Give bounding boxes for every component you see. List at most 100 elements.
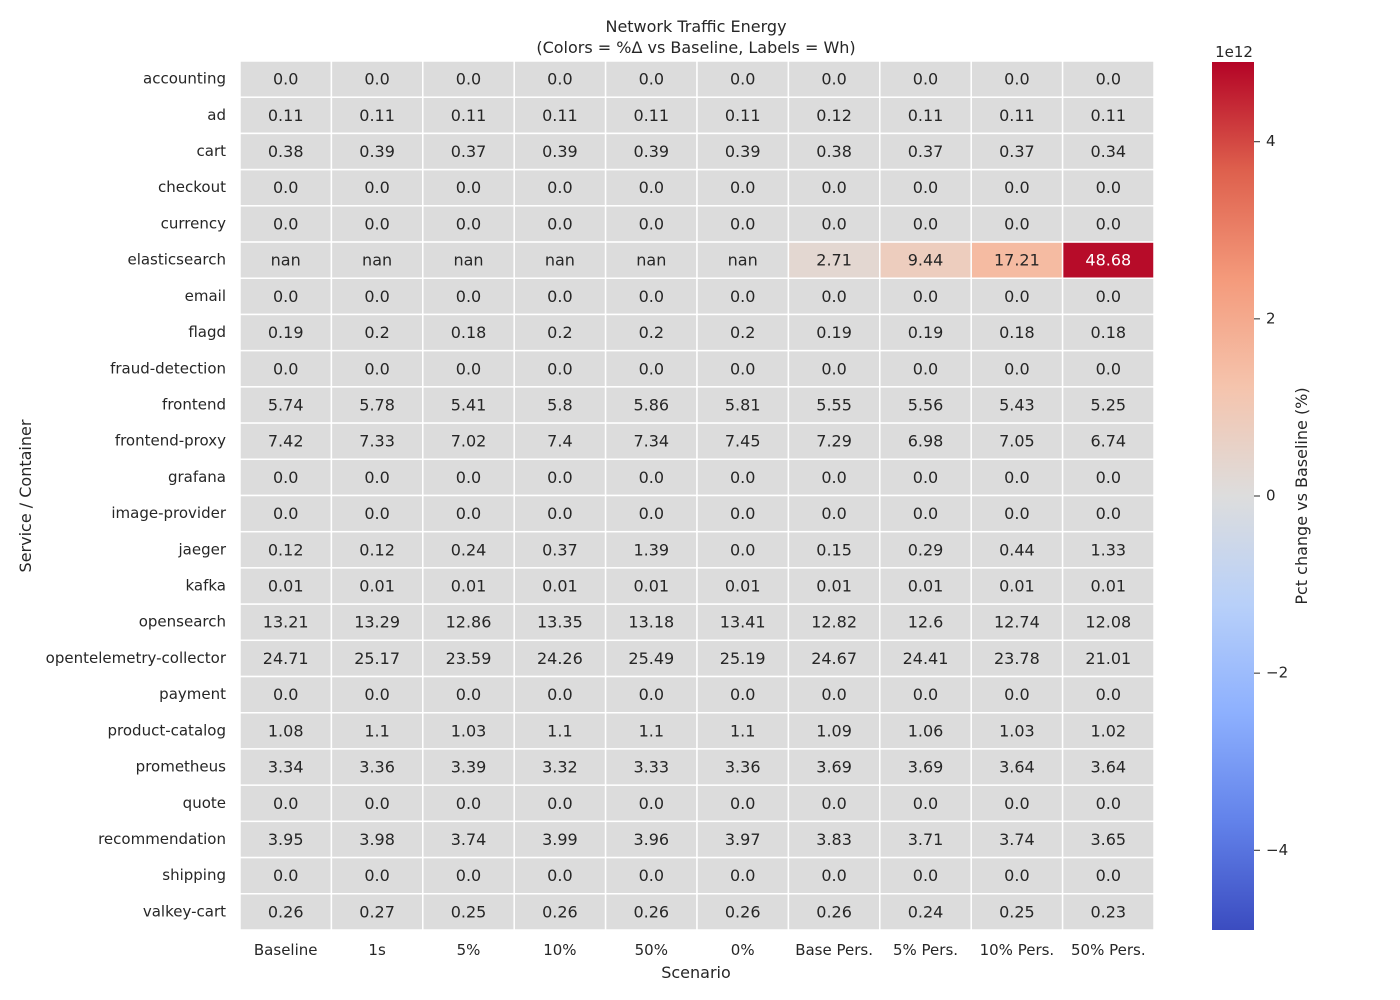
cell-label-elasticsearch-0: nan [271,251,301,270]
cell-label-currency-2: 0.0 [456,214,481,233]
cell-label-email-8: 0.0 [1004,287,1029,306]
cell-label-opensearch-7: 12.6 [908,613,944,632]
cell-label-image-provider-6: 0.0 [821,504,846,523]
cell-label-opensearch-9: 12.08 [1085,613,1131,632]
cell-label-grafana-5: 0.0 [730,468,755,487]
cell-label-valkey-cart-9: 0.23 [1090,902,1126,921]
cell-label-frontend-6: 5.55 [816,395,852,414]
cell-label-opensearch-3: 13.35 [537,613,583,632]
heatmap-cell-jaeger-3 [513,530,607,569]
heatmap-cell-frontend-9 [1061,386,1155,424]
cell-label-flagd-9: 0.18 [1090,323,1126,342]
cell-label-shipping-5: 0.0 [730,866,755,885]
cell-label-frontend-proxy-2: 7.02 [451,432,487,451]
heatmap-cell-currency-9 [1061,205,1155,243]
heatmap-cell-kafka-1 [330,567,424,605]
heatmap-cell-ad-7 [879,96,972,135]
row-label-product-catalog: product-catalog [108,721,226,739]
heatmap-cell-email-3 [513,277,607,316]
cell-label-opensearch-6: 12.82 [811,613,857,632]
heatmap-cell-recommendation-9 [1061,820,1155,859]
heatmap-cell-opentelemetry-collector-5 [696,639,790,678]
cell-label-elasticsearch-9: 48.68 [1085,251,1131,270]
cell-label-payment-9: 0.0 [1096,685,1121,704]
heatmap-cell-quote-7 [879,784,972,823]
cell-label-recommendation-0: 3.95 [268,830,304,849]
heatmap-cell-payment-7 [879,675,972,714]
heatmap-cell-image-provider-1 [330,494,424,533]
cell-label-image-provider-1: 0.0 [364,504,389,523]
heatmap-cell-fraud-detection-3 [513,349,607,388]
cell-label-grafana-3: 0.0 [547,468,572,487]
heatmap-cell-flagd-8 [970,313,1064,352]
heatmap-cell-frontend-4 [604,386,698,424]
chart-subtitle: (Colors = %Δ vs Baseline, Labels = Wh) [536,38,855,57]
heatmap-cell-fraud-detection-4 [604,349,698,388]
cell-label-valkey-cart-8: 0.25 [999,902,1035,921]
heatmap-cell-shipping-7 [879,856,972,895]
cell-label-frontend-proxy-6: 7.29 [816,432,852,451]
row-label-fraud-detection: fraud-detection [110,359,226,377]
heatmap-cell-prometheus-6 [787,748,881,786]
cell-label-recommendation-1: 3.98 [359,830,395,849]
cell-label-currency-1: 0.0 [364,214,389,233]
cell-label-fraud-detection-7: 0.0 [913,359,938,378]
cell-label-email-3: 0.0 [547,287,572,306]
cell-label-kafka-5: 0.01 [725,577,761,596]
cell-label-jaeger-3: 0.37 [542,540,578,559]
cell-label-jaeger-0: 0.12 [268,540,304,559]
heatmap-cell-shipping-9 [1061,856,1155,895]
cell-label-elasticsearch-8: 17.21 [994,251,1040,270]
heatmap-cell-ad-8 [970,96,1064,135]
cell-label-ad-8: 0.11 [999,106,1035,125]
cell-label-grafana-4: 0.0 [639,468,664,487]
heatmap-cell-frontend-6 [787,386,881,424]
cell-label-flagd-3: 0.2 [547,323,572,342]
cell-label-shipping-0: 0.0 [273,866,298,885]
heatmap-cell-cart-7 [879,132,972,171]
colorbar-gradient [1212,62,1254,930]
heatmap-cell-recommendation-1 [330,820,424,859]
heatmap-cell-fraud-detection-7 [879,349,972,388]
cell-label-flagd-0: 0.19 [268,323,304,342]
cell-label-shipping-3: 0.0 [547,866,572,885]
heatmap-cell-jaeger-0 [239,530,333,569]
row-label-shipping: shipping [162,866,226,884]
cell-label-checkout-6: 0.0 [821,178,846,197]
cell-label-valkey-cart-3: 0.26 [542,902,578,921]
heatmap-cell-frontend-7 [879,386,972,424]
heatmap-cell-cart-8 [970,132,1064,171]
cell-label-ad-5: 0.11 [725,106,761,125]
cell-label-checkout-5: 0.0 [730,178,755,197]
heatmap-cell-flagd-5 [696,313,790,352]
heatmap-cell-checkout-6 [787,168,881,207]
heatmap-cell-payment-9 [1061,675,1155,714]
heatmap-cell-opensearch-9 [1061,603,1155,642]
cell-label-payment-1: 0.0 [364,685,389,704]
cell-label-cart-2: 0.37 [451,142,487,161]
cell-label-kafka-9: 0.01 [1090,577,1126,596]
heatmap-cell-prometheus-2 [422,748,515,786]
heatmap-cell-accounting-1 [330,60,424,98]
cell-label-prometheus-0: 3.34 [268,758,304,777]
heatmap-cell-image-provider-8 [970,494,1064,533]
cell-label-grafana-2: 0.0 [456,468,481,487]
cell-label-fraud-detection-3: 0.0 [547,359,572,378]
cell-label-frontend-proxy-9: 6.74 [1090,432,1126,451]
cell-label-valkey-cart-5: 0.26 [725,902,761,921]
cell-label-checkout-9: 0.0 [1096,178,1121,197]
row-label-grafana: grafana [168,468,226,486]
heatmap-cell-recommendation-3 [513,820,607,859]
heatmap-cell-frontend-8 [970,386,1064,424]
cell-label-cart-7: 0.37 [908,142,944,161]
heatmap-cell-prometheus-4 [604,748,698,786]
heatmap-cell-frontend-proxy-9 [1061,422,1155,461]
cell-label-quote-6: 0.0 [821,794,846,813]
heatmap-cell-elasticsearch-8 [970,241,1064,280]
heatmap-cell-accounting-7 [879,60,972,98]
cell-label-fraud-detection-8: 0.0 [1004,359,1029,378]
heatmap-cell-grafana-8 [970,458,1064,497]
row-labels: accounting ad cart checkout currency elastics… [46,70,227,921]
cell-label-grafana-6: 0.0 [821,468,846,487]
